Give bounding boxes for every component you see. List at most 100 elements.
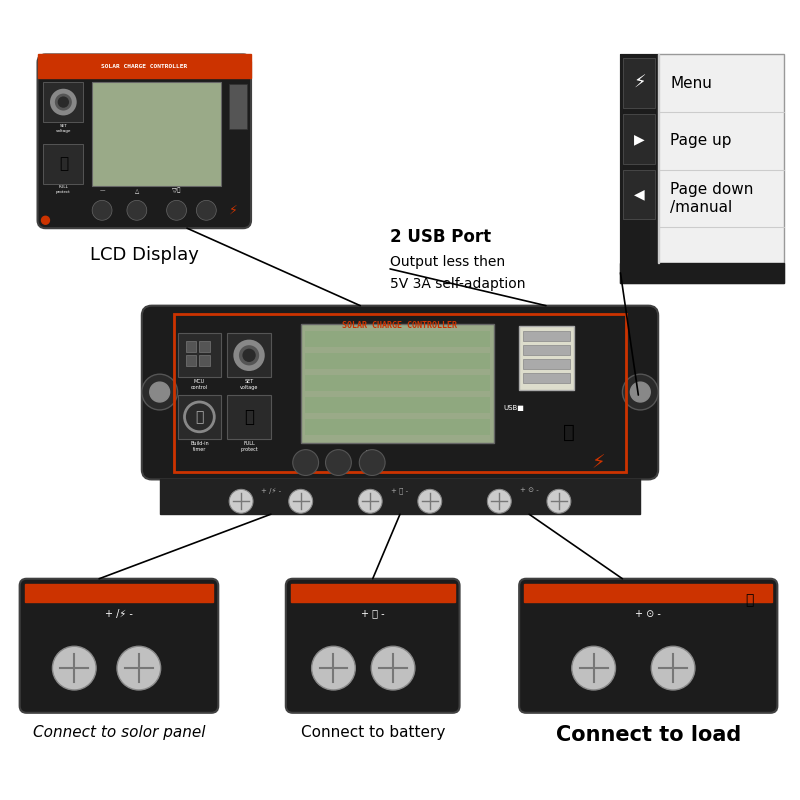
Text: USB■: USB■: [504, 405, 525, 411]
Text: FULL: FULL: [243, 441, 255, 446]
Bar: [178, 334, 222, 377]
Text: 🔒: 🔒: [244, 408, 254, 426]
Bar: [227, 395, 271, 438]
Bar: [199, 342, 210, 352]
Text: LCD Display: LCD Display: [90, 246, 198, 264]
Circle shape: [289, 490, 313, 514]
Circle shape: [359, 450, 385, 475]
Text: SOLAR CHARGE CONTROLLER: SOLAR CHARGE CONTROLLER: [101, 64, 187, 69]
Bar: [301, 323, 494, 442]
Bar: [186, 355, 197, 366]
Bar: [523, 359, 570, 370]
Text: Build-in: Build-in: [190, 441, 209, 446]
Bar: [229, 84, 247, 129]
Circle shape: [53, 646, 96, 690]
Text: + /⚡ -: + /⚡ -: [105, 609, 133, 618]
Text: + ⊙ -: + ⊙ -: [635, 609, 662, 618]
Circle shape: [312, 646, 355, 690]
Text: FULL
protect: FULL protect: [56, 186, 70, 194]
Text: + ⊙ -: + ⊙ -: [520, 487, 538, 494]
Bar: [621, 263, 784, 283]
Circle shape: [58, 97, 68, 107]
Text: —: —: [99, 188, 105, 193]
Text: ⏱: ⏱: [195, 410, 203, 424]
Circle shape: [487, 490, 511, 514]
FancyBboxPatch shape: [286, 578, 459, 713]
Text: ⚡: ⚡: [633, 74, 646, 92]
FancyBboxPatch shape: [519, 578, 778, 713]
Bar: [623, 114, 655, 164]
Text: ▶: ▶: [634, 132, 645, 146]
Text: Menu: Menu: [670, 76, 712, 90]
Text: MCU: MCU: [194, 379, 205, 384]
Text: —: —: [302, 450, 309, 456]
Text: timer: timer: [193, 446, 206, 452]
Text: Output less then: Output less then: [390, 255, 505, 269]
Circle shape: [197, 200, 216, 220]
Bar: [43, 82, 83, 122]
Bar: [227, 334, 271, 377]
Bar: [519, 326, 574, 390]
Bar: [186, 342, 197, 352]
Circle shape: [166, 200, 186, 220]
Text: △: △: [336, 450, 341, 456]
Text: protect: protect: [240, 446, 258, 452]
Circle shape: [371, 646, 415, 690]
Circle shape: [547, 490, 571, 514]
Bar: [305, 331, 490, 347]
Circle shape: [236, 342, 262, 368]
Text: ⚡: ⚡: [229, 204, 238, 217]
Text: ▽/⓪: ▽/⓪: [172, 188, 182, 194]
Text: 5V 3A self-adaption: 5V 3A self-adaption: [390, 277, 526, 290]
Circle shape: [92, 200, 112, 220]
Bar: [523, 331, 570, 342]
Text: control: control: [191, 385, 208, 390]
Text: + ⬜ -: + ⬜ -: [391, 487, 409, 494]
Bar: [25, 584, 214, 602]
Bar: [305, 419, 490, 434]
Circle shape: [651, 646, 695, 690]
Text: Page up: Page up: [670, 134, 732, 148]
Bar: [38, 54, 251, 78]
Text: SOLAR CHARGE CONTROLLER: SOLAR CHARGE CONTROLLER: [342, 321, 458, 330]
Circle shape: [42, 216, 50, 224]
Bar: [160, 479, 640, 514]
Circle shape: [358, 490, 382, 514]
Circle shape: [117, 646, 161, 690]
Circle shape: [53, 91, 74, 113]
Text: + /⚡ -: + /⚡ -: [261, 487, 281, 494]
Bar: [523, 346, 570, 355]
Circle shape: [630, 382, 650, 402]
Bar: [623, 170, 655, 219]
Bar: [92, 82, 222, 186]
Circle shape: [293, 450, 318, 475]
Bar: [305, 354, 490, 370]
Circle shape: [150, 382, 170, 402]
Text: △: △: [134, 188, 139, 193]
Text: Page down
/manual: Page down /manual: [670, 182, 754, 214]
Circle shape: [127, 200, 146, 220]
Text: 🔒: 🔒: [58, 156, 68, 171]
Bar: [199, 355, 210, 366]
Bar: [305, 397, 490, 413]
Text: ⚡: ⚡: [592, 453, 606, 472]
FancyBboxPatch shape: [20, 578, 218, 713]
Bar: [621, 54, 784, 283]
Text: voltage: voltage: [240, 385, 258, 390]
Bar: [305, 375, 490, 391]
Bar: [524, 584, 772, 602]
Text: ▽/⓪: ▽/⓪: [366, 450, 378, 456]
Bar: [623, 58, 655, 108]
Text: ◀: ◀: [634, 187, 645, 202]
Circle shape: [622, 374, 658, 410]
Text: Connect to load: Connect to load: [556, 725, 741, 745]
Circle shape: [243, 350, 255, 362]
Bar: [43, 144, 83, 183]
Text: 📱: 📱: [563, 423, 574, 442]
FancyBboxPatch shape: [38, 54, 251, 228]
Circle shape: [326, 450, 351, 475]
Text: SET
voltage: SET voltage: [56, 124, 71, 133]
Bar: [523, 373, 570, 383]
Circle shape: [572, 646, 615, 690]
Text: Connect to solor panel: Connect to solor panel: [33, 725, 206, 740]
